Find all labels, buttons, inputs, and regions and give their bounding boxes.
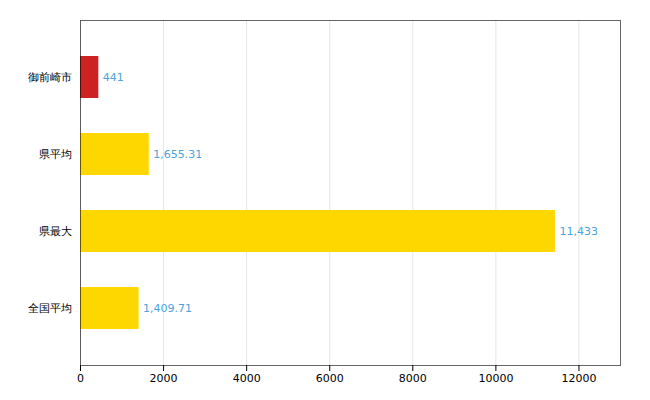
svg-text:4000: 4000: [233, 372, 261, 385]
svg-text:2000: 2000: [150, 372, 178, 385]
svg-text:6000: 6000: [316, 372, 344, 385]
svg-text:県最大: 県最大: [39, 225, 72, 238]
svg-text:11,433: 11,433: [559, 225, 598, 238]
svg-text:御前崎市: 御前崎市: [28, 71, 72, 84]
svg-text:10000: 10000: [478, 372, 513, 385]
svg-text:8000: 8000: [399, 372, 427, 385]
svg-text:全国平均: 全国平均: [28, 302, 72, 315]
svg-text:12000: 12000: [561, 372, 596, 385]
svg-text:0: 0: [77, 372, 84, 385]
svg-text:県平均: 県平均: [39, 148, 72, 161]
svg-text:1,409.71: 1,409.71: [143, 302, 192, 315]
svg-text:441: 441: [103, 71, 124, 84]
svg-text:1,655.31: 1,655.31: [153, 148, 202, 161]
